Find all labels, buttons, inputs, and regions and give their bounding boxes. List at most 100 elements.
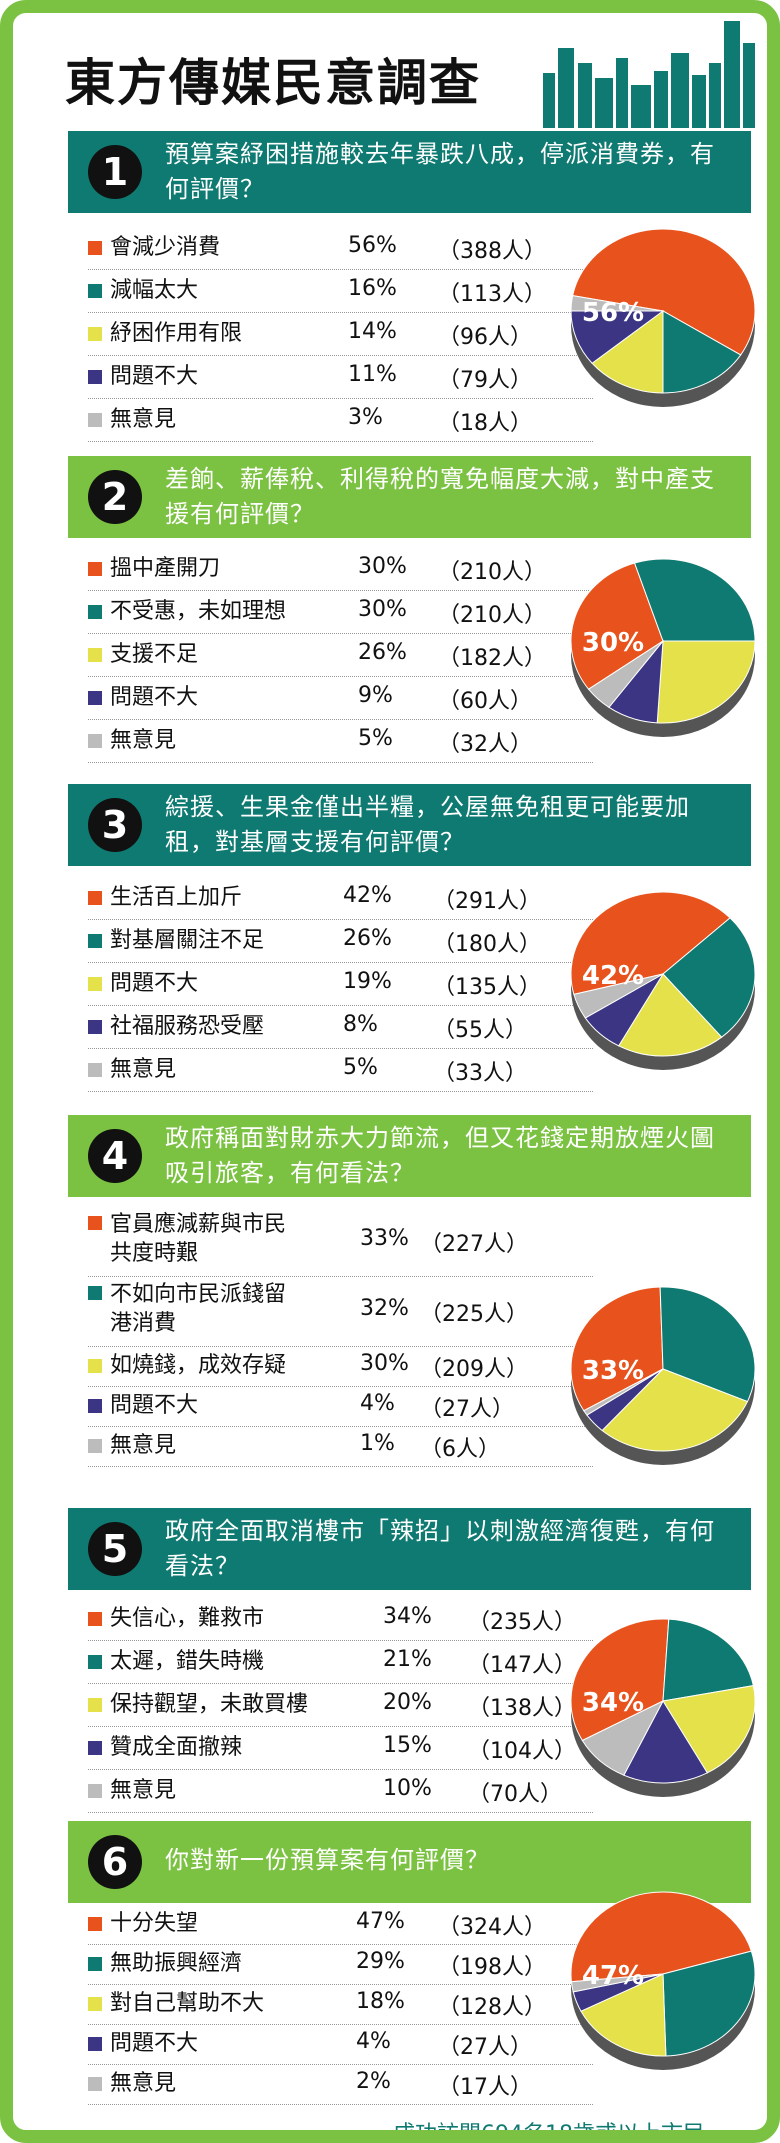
legend-row: 無意見 2% （17人）: [88, 2064, 593, 2105]
legend-count: （225人）: [420, 1302, 528, 1327]
legend-swatch: [88, 1216, 102, 1230]
legend-percent: 5%: [358, 725, 393, 751]
legend-percent: 21%: [383, 1646, 432, 1672]
pie-slice: [570, 295, 664, 312]
legend-count: （388人）: [438, 238, 546, 264]
legend-row: 減幅太大 16% （113人）: [88, 269, 593, 313]
legend-swatch: [88, 1783, 102, 1798]
legend-percent: 9%: [358, 682, 393, 708]
legend-percent: 14%: [348, 318, 397, 344]
legend-label: 不如向市民派錢留港消費: [110, 1282, 287, 1336]
pie-slice: [570, 562, 664, 690]
legend-swatch: [88, 1957, 102, 1971]
legend-swatch: [88, 647, 102, 662]
legend-label: 社福服務恐受壓: [110, 1013, 265, 1039]
legend-percent: 20%: [383, 1689, 432, 1715]
legend-row: 不受惠，未如理想 30% （210人）: [88, 590, 593, 634]
legend-label: 問題不大: [110, 970, 199, 996]
legend-swatch: [88, 326, 102, 341]
legend-label: 贊成全面撤辣: [110, 1734, 243, 1760]
question-number: 2: [88, 470, 142, 524]
legend-swatch: [88, 1611, 102, 1626]
pie-label: 56%: [582, 298, 644, 328]
pie-chart-1: 56%: [570, 228, 756, 407]
question-text: 政府全面取消樓市「辣招」以刺激經濟復甦，有何看法？: [165, 1517, 715, 1580]
legend-row: 無意見 1% （6人）: [88, 1426, 593, 1467]
legend-swatch: [88, 690, 102, 705]
legend-swatch: [88, 933, 102, 948]
legend-percent: 30%: [358, 596, 407, 622]
legend-swatch: [88, 283, 102, 298]
legend-swatch: [88, 1740, 102, 1755]
legend-percent: 8%: [343, 1011, 378, 1037]
legend-swatch: [88, 2077, 102, 2091]
legend-percent: 47%: [356, 1909, 405, 1934]
legend-label: 無意見: [110, 1056, 177, 1082]
legend-count: （138人）: [468, 1695, 576, 1721]
pie-chart-4: 33%: [570, 1286, 756, 1465]
legend-row: 社福服務恐受壓 8% （55人）: [88, 1005, 593, 1049]
legend-row: 不如向市民派錢留港消費 32% （225人）: [88, 1276, 593, 1347]
legend-swatch: [88, 890, 102, 905]
pie-label: 33%: [582, 1356, 644, 1386]
legend-row: 失信心，難救市 34% （235人）: [88, 1597, 593, 1641]
question-number: 3: [88, 798, 142, 852]
legend-label: 對自己幫助不大: [110, 1991, 265, 2016]
legend-percent: 29%: [356, 1949, 405, 1974]
legend-label: 無意見: [110, 406, 177, 432]
legend-count: （113人）: [438, 281, 546, 307]
legend-row: 保持觀望，未敢買樓 20% （138人）: [88, 1683, 593, 1727]
legend-row: 如燒錢，成效存疑 30% （209人）: [88, 1346, 593, 1387]
legend-percent: 2%: [356, 2069, 391, 2094]
legend-count: （79人）: [438, 367, 532, 393]
legend-percent: 1%: [360, 1431, 395, 1456]
legend-swatch: [88, 369, 102, 384]
legend-swatch: [88, 1917, 102, 1931]
question-header: 2 差餉、薪俸稅、利得稅的寬免幅度大減，對中產支援有何評價？: [68, 456, 751, 538]
legend-label: 問題不大: [110, 363, 199, 389]
pie-slice: [662, 917, 756, 1038]
legend-row: 問題不大 19% （135人）: [88, 962, 593, 1006]
legend-row: 官員應減薪與市民共度時艱 33% （227人）: [88, 1206, 593, 1277]
legend-row: 問題不大 4% （27人）: [88, 2024, 593, 2065]
legend-row: 紓困作用有限 14% （96人）: [88, 312, 593, 356]
legend-label: 減幅太大: [110, 277, 199, 303]
legend-count: （18人）: [438, 410, 532, 436]
legend-swatch: [88, 1399, 102, 1413]
legend-row: 贊成全面撤辣 15% （104人）: [88, 1726, 593, 1770]
legend-count: （96人）: [438, 324, 532, 350]
legend-row: 問題不大 11% （79人）: [88, 355, 593, 399]
question-header: 5 政府全面取消樓市「辣招」以刺激經濟復甦，有何看法？: [68, 1508, 751, 1590]
legend-label: 問題不大: [110, 1393, 199, 1418]
pie-label: 42%: [582, 961, 644, 991]
legend-label: 問題不大: [110, 2031, 199, 2056]
legend-percent: 32%: [360, 1296, 409, 1321]
legend-count: （27人）: [420, 1397, 514, 1422]
pie-chart-6: 47%: [570, 1891, 756, 2070]
legend-percent: 42%: [343, 882, 392, 908]
pie-slice: [623, 1699, 709, 1784]
footnote: 成功訪問694名18歲或以上市民: [393, 2122, 705, 2143]
legend-count: （235人）: [468, 1609, 576, 1635]
legend-count: （324人）: [438, 1915, 546, 1940]
legend-swatch: [88, 733, 102, 748]
pie-slice: [591, 310, 664, 394]
legend-count: （6人）: [420, 1437, 500, 1462]
legend-swatch: [88, 976, 102, 991]
legend-label: 無助振興經濟: [110, 1951, 243, 1976]
legend-swatch: [88, 604, 102, 619]
legend-label: 官員應減薪與市民共度時艱: [110, 1212, 287, 1266]
legend-row: 對自己幫助不大 18% （128人）: [88, 1984, 593, 2025]
legend-count: （180人）: [433, 931, 541, 957]
legend-label: 十分失望: [110, 1911, 199, 1936]
legend-label: 無意見: [110, 2071, 177, 2096]
legend-swatch: [88, 1019, 102, 1034]
legend-label: 無意見: [110, 1777, 177, 1803]
pie-slice: [601, 1368, 749, 1452]
legend-percent: 3%: [348, 404, 383, 430]
legend-count: （209人）: [420, 1357, 528, 1382]
pie-slice: [572, 228, 756, 356]
legend-label: 太遲，錯失時機: [110, 1648, 265, 1674]
pie-slice: [633, 558, 756, 642]
